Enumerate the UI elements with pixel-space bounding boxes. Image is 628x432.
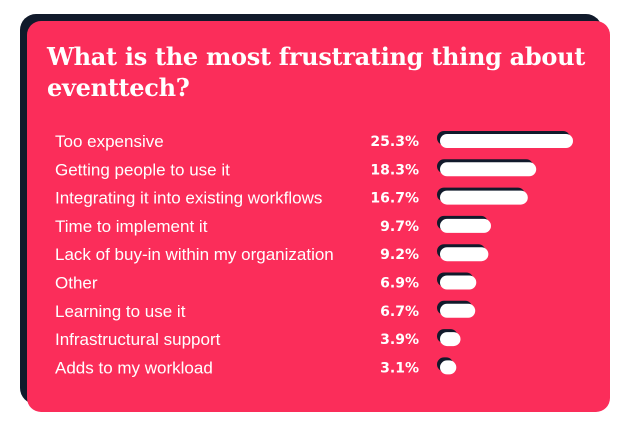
value-label: 16.7%	[370, 191, 419, 207]
bar	[440, 275, 477, 290]
bar	[440, 162, 537, 177]
value-label: 6.7%	[380, 304, 419, 320]
bar	[440, 190, 528, 205]
value-label: 9.7%	[380, 219, 419, 235]
value-label: 25.3%	[370, 134, 419, 150]
card-panel: What is the most frustrating thing about…	[27, 21, 610, 412]
value-label: 3.1%	[380, 360, 419, 376]
category-label: Adds to my workload	[55, 358, 213, 377]
bar	[440, 247, 489, 262]
category-label: Learning to use it	[55, 302, 186, 321]
value-label: 18.3%	[370, 162, 419, 178]
category-label: Time to implement it	[55, 217, 208, 236]
bar	[440, 360, 457, 375]
category-label: Getting people to use it	[55, 160, 230, 179]
value-label: 9.2%	[380, 247, 419, 263]
category-label: Too expensive	[55, 132, 164, 151]
chart-title: What is the most frustrating thing about…	[47, 42, 586, 102]
category-label: Infrastructural support	[55, 330, 221, 349]
bar	[440, 332, 461, 347]
bar	[440, 218, 491, 233]
category-label: Integrating it into existing workflows	[55, 189, 322, 208]
category-label: Other	[55, 274, 98, 293]
value-label: 3.9%	[380, 332, 419, 348]
bar	[440, 134, 573, 148]
bar	[440, 303, 476, 318]
chart-card: What is the most frustrating thing about…	[20, 14, 610, 412]
value-label: 6.9%	[380, 276, 419, 292]
category-label: Lack of buy-in within my organization	[55, 245, 334, 264]
